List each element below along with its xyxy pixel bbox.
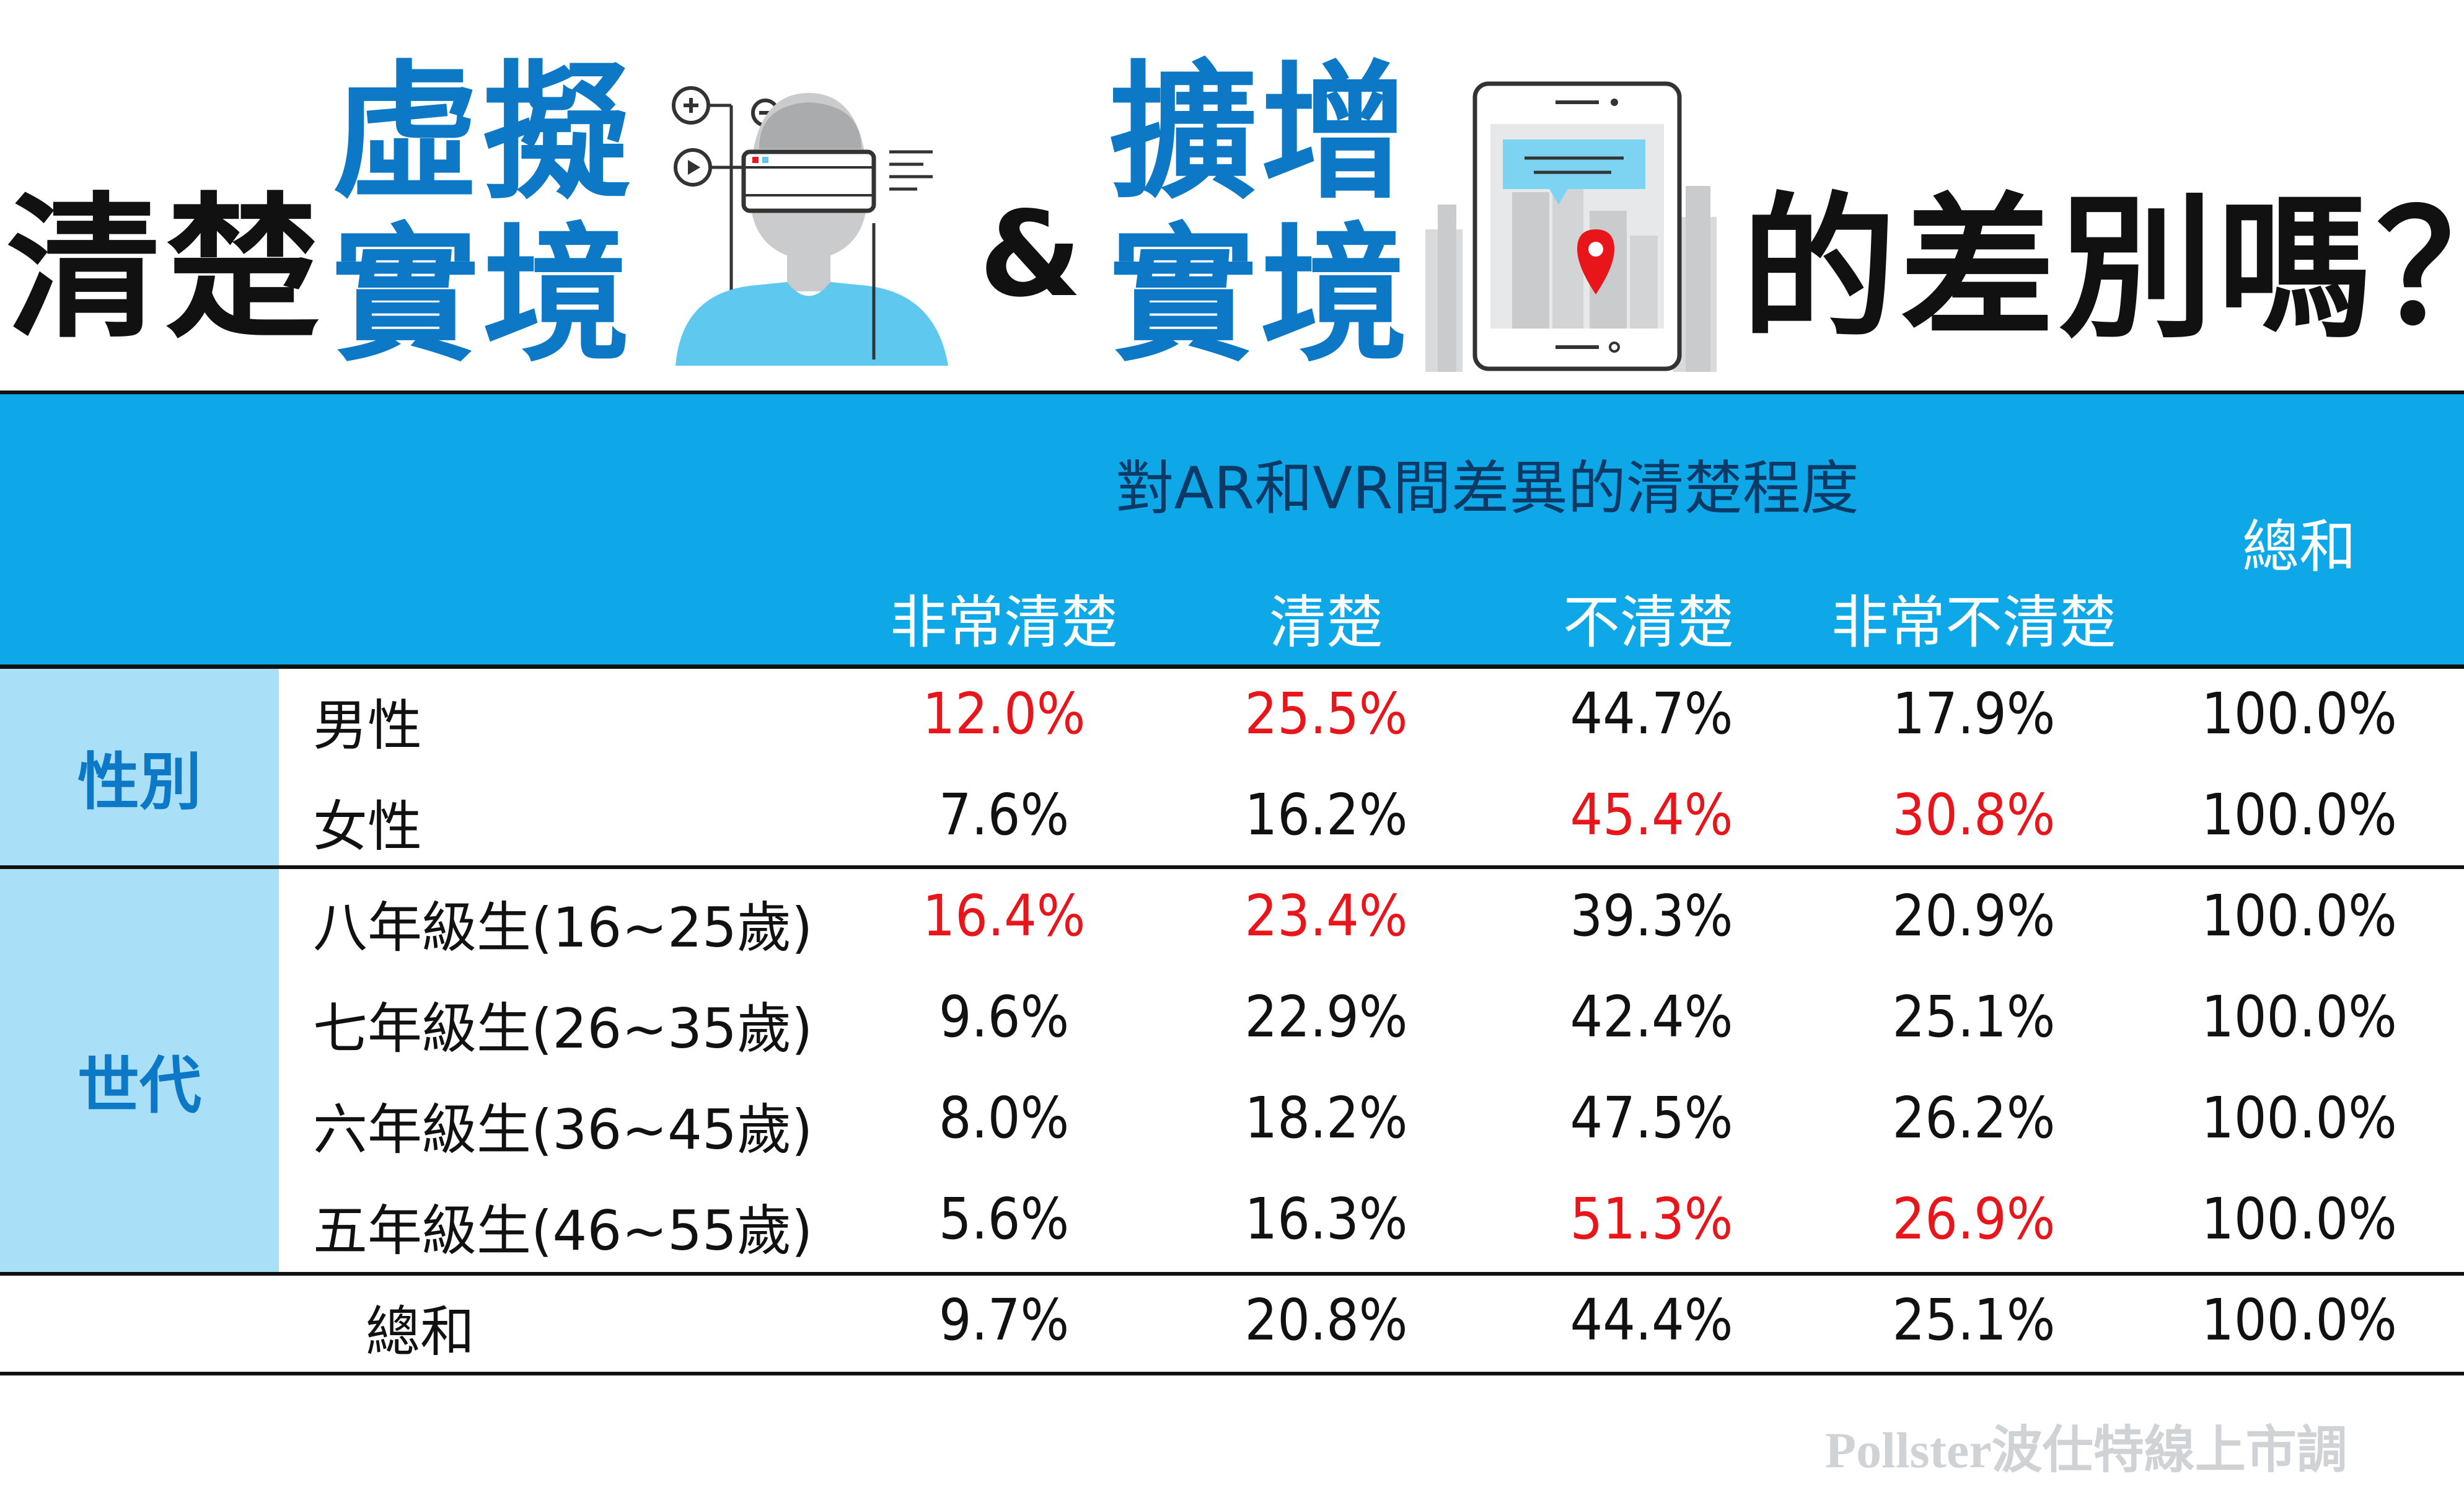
table-cell: 12.0%	[922, 681, 1086, 747]
smartphone-map-pin-icon	[1425, 81, 1717, 372]
table-cell: 9.7%	[938, 1287, 1070, 1353]
title-ampersand: &	[979, 186, 1086, 323]
table-cell: 26.9%	[1892, 1186, 2056, 1252]
title-ar-line1: 擴增	[1109, 48, 1412, 219]
column-header: 不清楚	[1562, 589, 1734, 656]
title-vr: 虛擬 實境	[332, 53, 634, 377]
vr-headset-person-icon	[672, 86, 948, 366]
group-cell-gender	[0, 669, 279, 865]
table-cell: 22.9%	[1244, 984, 1408, 1050]
table-bottom-rule	[0, 1372, 2464, 1375]
group-label: 性別	[77, 746, 201, 818]
table-cell: 39.3%	[1570, 883, 1733, 949]
table-cell: 8.0%	[938, 1085, 1070, 1151]
column-header: 非常不清楚	[1831, 589, 2116, 656]
row-label: 六年級生(36~45歲)	[313, 1098, 813, 1162]
title-vr-line1: 虛擬	[332, 48, 634, 219]
table-cell: 47.5%	[1570, 1085, 1733, 1151]
table-cell: 25.5%	[1244, 681, 1408, 747]
table-cell: 23.4%	[1244, 883, 1408, 949]
row-label: 八年級生(16~25歲)	[313, 896, 813, 960]
column-group-header: 對AR和VR間差異的清楚程度	[1115, 455, 1859, 523]
table-cell: 16.2%	[1244, 782, 1408, 848]
row-label: 總和	[366, 1300, 475, 1364]
table-cell: 20.8%	[1244, 1287, 1408, 1353]
table-cell-total: 100.0%	[2201, 984, 2397, 1050]
table-cell: 25.1%	[1892, 984, 2056, 1050]
table-cell: 26.2%	[1892, 1085, 2056, 1151]
group-divider-rule	[0, 865, 2464, 869]
group-label: 世代	[77, 1049, 201, 1122]
group-cell-generation	[0, 869, 279, 1272]
title-vr-line2: 實境	[332, 210, 634, 382]
column-header: 清楚	[1269, 589, 1383, 656]
table-cell: 42.4%	[1570, 984, 1733, 1050]
table-cell-total: 100.0%	[2201, 1085, 2397, 1151]
title-area: 清楚 虛擬 實境 & 擴增 實境	[0, 0, 2464, 391]
table-cell: 5.6%	[938, 1186, 1070, 1252]
table-cell: 16.3%	[1244, 1186, 1408, 1252]
table-cell: 20.9%	[1892, 883, 2056, 949]
table-cell: 30.8%	[1892, 782, 2056, 848]
table-cell: 7.6%	[938, 782, 1070, 848]
header-bottom-rule	[0, 664, 2464, 669]
table-cell-total: 100.0%	[2201, 1186, 2397, 1252]
group-divider-rule	[0, 1272, 2464, 1276]
row-label: 五年級生(46~55歲)	[313, 1199, 813, 1263]
table-cell: 45.4%	[1570, 782, 1733, 848]
title-ar-line2: 實境	[1109, 210, 1412, 382]
title-lead: 清楚	[6, 179, 323, 359]
table-cell-total: 100.0%	[2201, 883, 2397, 949]
table-cell: 25.1%	[1892, 1287, 2056, 1353]
table-cell-total: 100.0%	[2201, 681, 2397, 747]
table-cell: 9.6%	[938, 984, 1070, 1050]
table-cell: 16.4%	[922, 883, 1086, 949]
watermark-logo-text: Pollster波仕特線上市調	[1825, 1422, 2347, 1478]
title-ar: 擴增 實境	[1109, 53, 1412, 377]
table-cell: 51.3%	[1570, 1186, 1733, 1252]
table-cell: 18.2%	[1244, 1085, 1408, 1151]
table-header-band	[0, 394, 2464, 664]
table-cell-total: 100.0%	[2201, 782, 2397, 848]
table-cell: 44.4%	[1570, 1287, 1733, 1353]
row-label: 女性	[313, 795, 423, 859]
table-top-rule	[0, 391, 2464, 395]
column-header-total: 總和	[2242, 514, 2356, 580]
title-tail: 的差別嗎？	[1741, 179, 2464, 359]
table-cell: 44.7%	[1570, 681, 1733, 747]
row-label: 男性	[313, 694, 423, 757]
table-cell: 17.9%	[1892, 681, 2056, 747]
column-header: 非常清楚	[889, 589, 1118, 656]
row-label: 七年級生(26~35歲)	[313, 997, 813, 1061]
table-cell-total: 100.0%	[2201, 1287, 2397, 1353]
